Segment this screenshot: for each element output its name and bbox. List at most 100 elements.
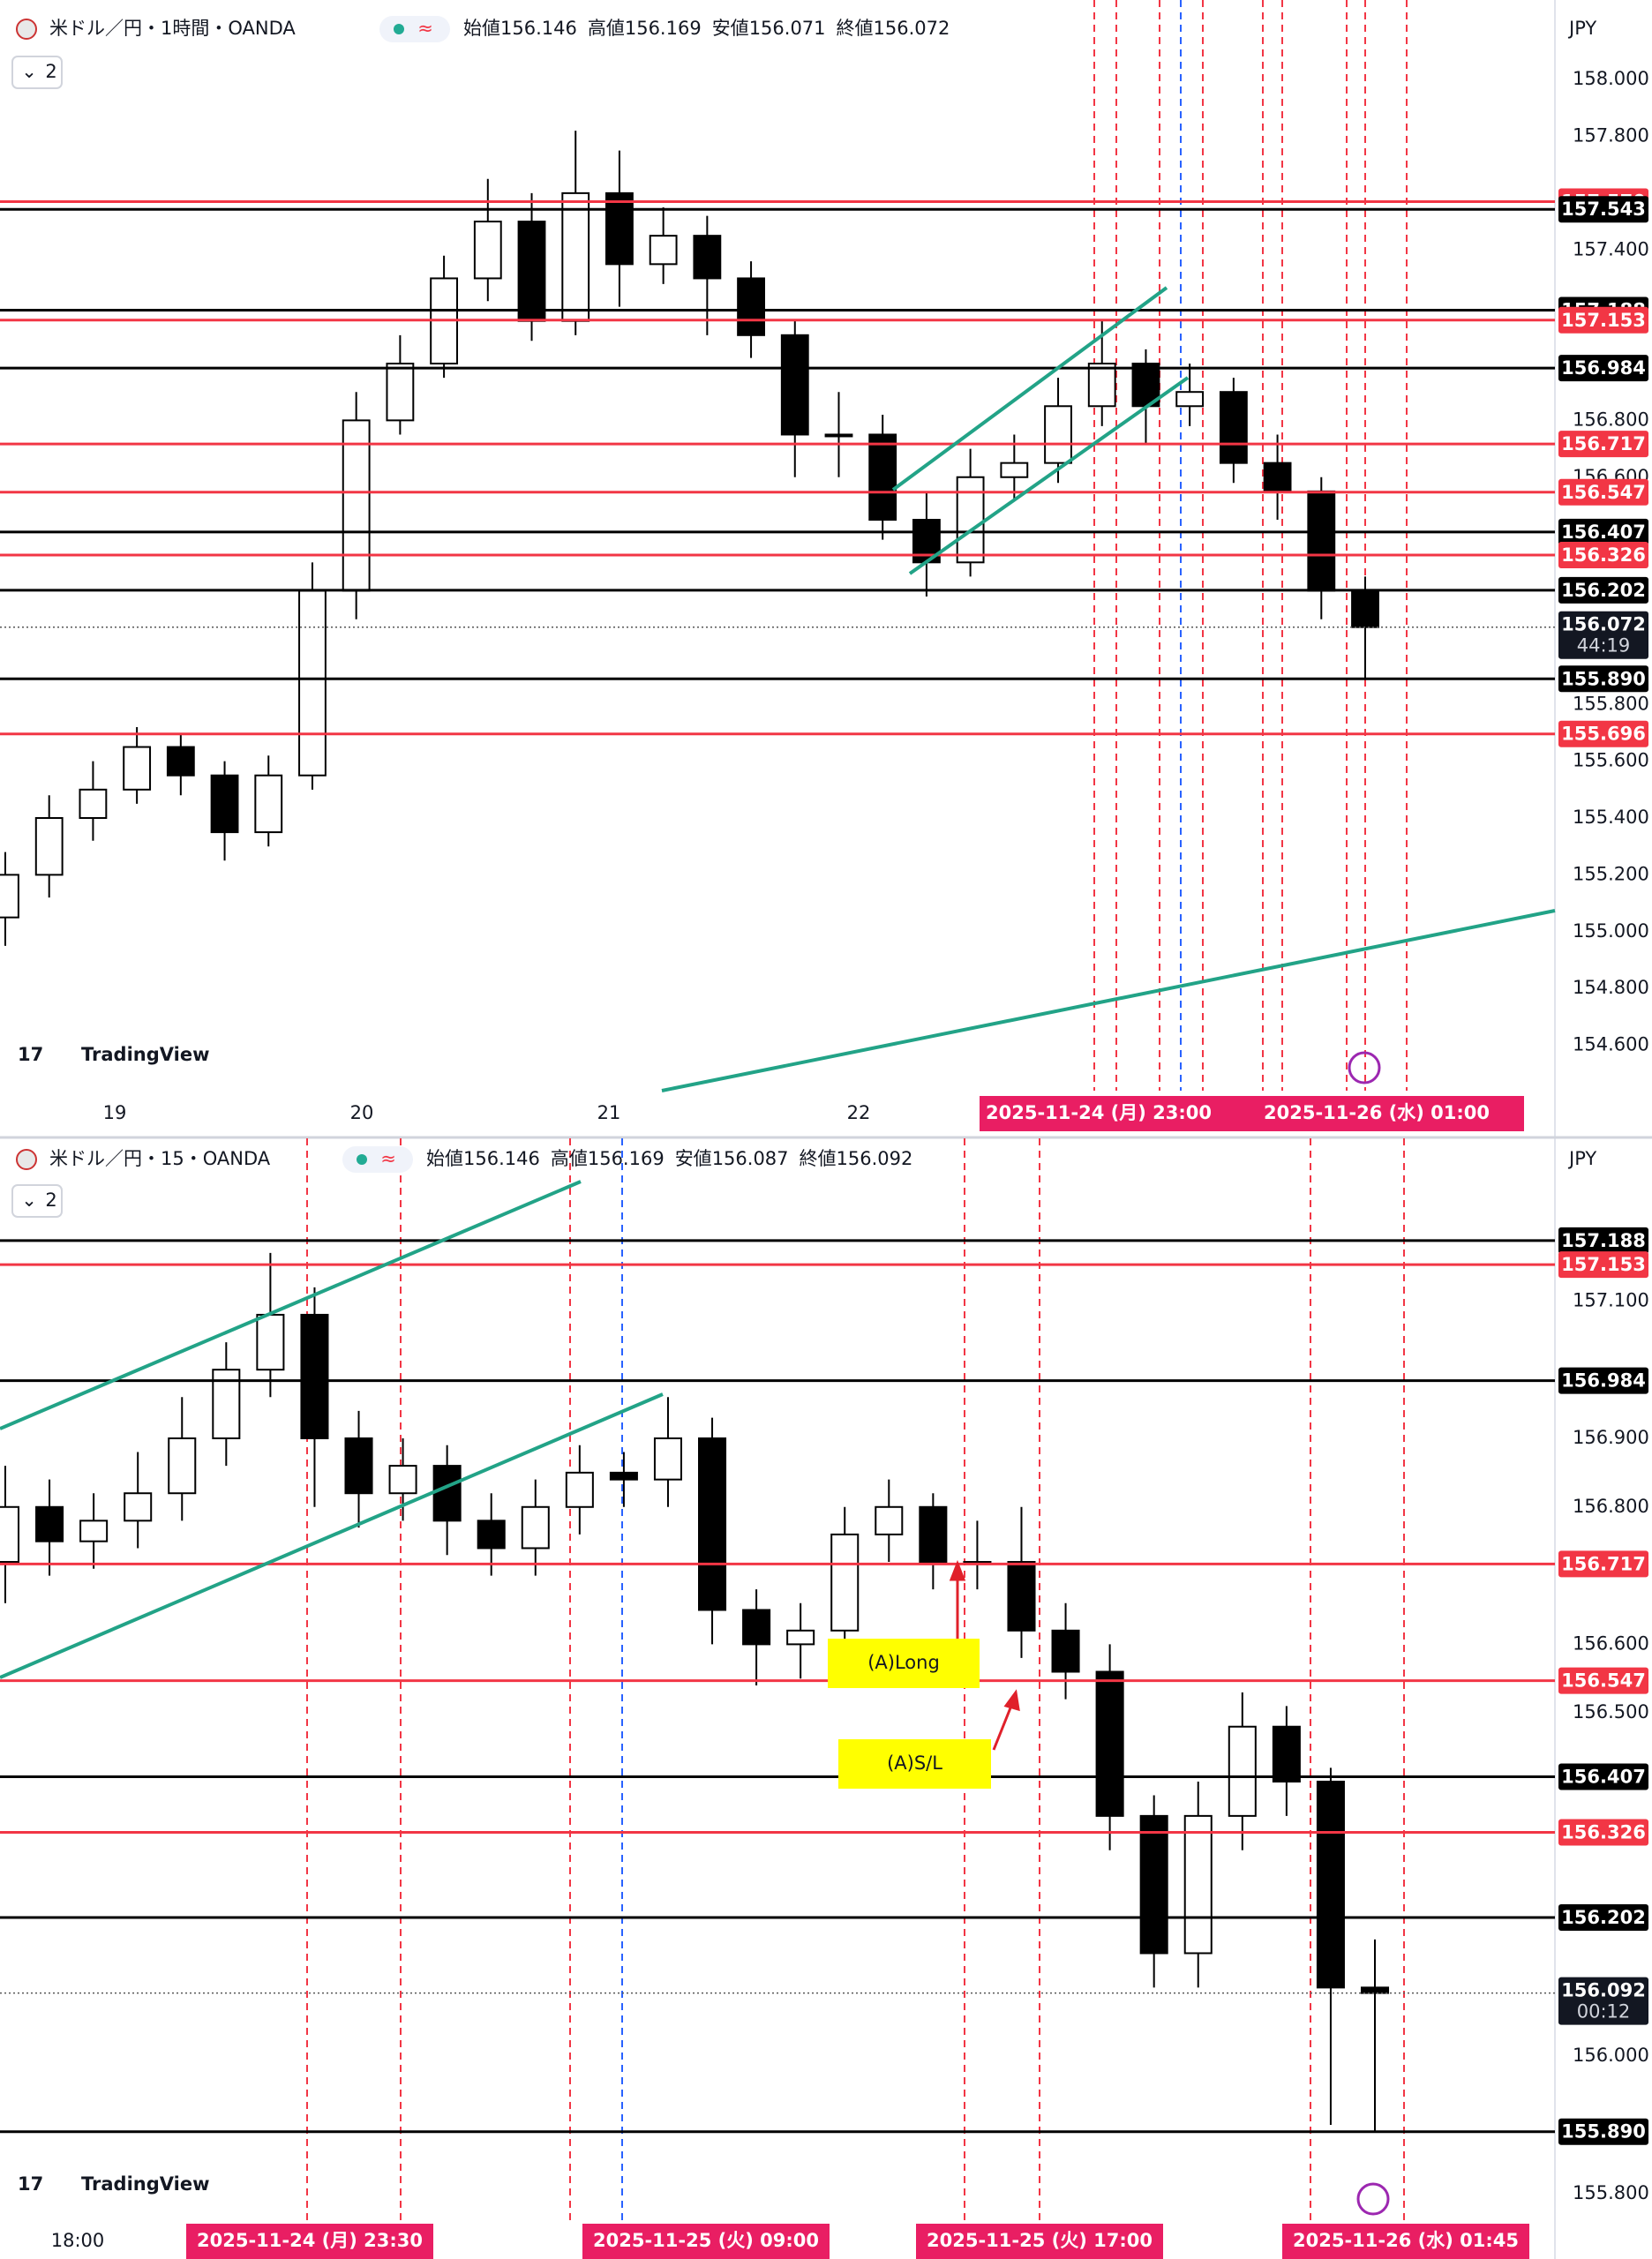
chart-title: 米ドル／円・1時間・OANDA: [49, 18, 296, 39]
y-tick-label: 154.800: [1573, 977, 1649, 998]
candle-body: [653, 1437, 682, 1481]
candle-body: [786, 1629, 815, 1646]
level-label-box: [1558, 431, 1648, 458]
level-label-box: [1558, 1667, 1648, 1694]
candle-body: [35, 1505, 64, 1542]
candle-body: [473, 221, 502, 280]
date-marker-box: [916, 2224, 1163, 2259]
quote-value: 156.169: [625, 18, 702, 39]
level-label-box: [1558, 1251, 1648, 1279]
brand-mark: 17: [18, 1044, 43, 1065]
status-icon: ≈: [380, 1148, 396, 1169]
candle-body: [693, 235, 722, 280]
candle-body: [1000, 462, 1029, 478]
status-dot: [394, 24, 404, 34]
level-label: 156.202: [1561, 1907, 1646, 1928]
level-label: 156.717: [1561, 1553, 1646, 1574]
level-label-box: [1558, 720, 1648, 747]
candle-body: [342, 419, 371, 592]
candle-body: [1272, 1725, 1301, 1782]
level-label: 155.890: [1561, 2121, 1646, 2143]
arrow-head: [1003, 1689, 1020, 1712]
quote-value: 156.071: [749, 18, 826, 39]
x-tick-label: 18:00: [51, 2230, 105, 2251]
legend-count: 2: [45, 1190, 56, 1211]
y-tick-label: 155.800: [1573, 693, 1649, 714]
legend-chevron: ⌄: [21, 1190, 37, 1211]
level-label: 156.547: [1561, 482, 1646, 503]
level-label-box: [1558, 1904, 1648, 1932]
date-marker: 2025-11-25 (火) 17:00: [927, 2230, 1153, 2251]
candle-body: [956, 476, 985, 564]
quote-name: 安値: [712, 18, 749, 39]
quote-name: 終値: [837, 18, 874, 39]
candle-body: [919, 1505, 948, 1564]
y-tick-label: 156.900: [1573, 1427, 1649, 1448]
annotation: (A)S/L: [887, 1752, 942, 1774]
candle-body: [79, 1520, 109, 1542]
countdown: 00:12: [1577, 2001, 1631, 2023]
level-label-box: [1558, 541, 1648, 568]
level-label: 156.326: [1561, 544, 1646, 566]
currency: JPY: [1567, 1148, 1596, 1169]
trend-line: [891, 286, 1168, 492]
candle-body: [298, 589, 327, 777]
level-label-box: [1558, 1367, 1648, 1394]
y-tick-label: 155.800: [1573, 2182, 1649, 2203]
level-label: 155.890: [1561, 668, 1646, 689]
quote-name: 安値: [675, 1148, 712, 1169]
level-label-box: [1558, 306, 1648, 334]
status-pill: [379, 16, 450, 42]
legend-toggle[interactable]: [11, 56, 63, 89]
level-label-box: [1558, 1227, 1648, 1254]
y-tick-label: 155.600: [1573, 750, 1649, 771]
level-label-box: [1558, 518, 1648, 545]
trend-line: [661, 909, 1556, 1092]
candle-body: [517, 221, 546, 322]
quote-name: 終値: [800, 1148, 837, 1169]
y-tick-label: 155.400: [1573, 807, 1649, 828]
x-tick-label: 21: [597, 1102, 621, 1123]
candle-body: [1095, 1670, 1124, 1817]
candle-body: [0, 874, 19, 919]
level-label-box: [1558, 576, 1648, 604]
level-label: 157.153: [1561, 310, 1646, 331]
level-label: 157.153: [1561, 1254, 1646, 1275]
countdown: 44:19: [1577, 635, 1631, 657]
date-marker: 2025-11-26 (水) 01:00: [1264, 1102, 1490, 1123]
candle-body: [477, 1520, 506, 1550]
date-marker: 2025-11-24 (月) 23:30: [197, 2230, 423, 2251]
candle-body: [824, 433, 853, 438]
y-tick-label: 157.400: [1573, 238, 1649, 259]
level-label: 156.326: [1561, 1822, 1646, 1843]
candle-body: [1316, 1780, 1345, 1989]
candle-body: [123, 746, 152, 791]
candle-body: [1087, 363, 1116, 408]
level-label: 157.188: [1561, 1230, 1646, 1251]
level-label-box: [1558, 196, 1648, 223]
level-label: 156.717: [1561, 433, 1646, 454]
level-label: 155.696: [1561, 724, 1646, 745]
quote-name: 始値: [463, 18, 500, 39]
candle-body: [830, 1533, 860, 1632]
level-label: 156.547: [1561, 1670, 1646, 1692]
legend-toggle[interactable]: [11, 1184, 63, 1218]
trend-lines: [0, 286, 1556, 1679]
x-tick-label: 22: [847, 1102, 871, 1123]
candle-body: [1228, 1725, 1257, 1817]
candle-body: [1351, 589, 1379, 628]
candle-body: [388, 1465, 417, 1495]
date-marker: 2025-11-24 (月) 23:00: [986, 1102, 1212, 1123]
date-marker: 2025-11-26 (水) 01:45: [1293, 2230, 1519, 2251]
quote-name: 始値: [426, 1148, 463, 1169]
candle-body: [561, 191, 590, 322]
level-label: 157.543: [1561, 199, 1646, 220]
alert-icon: [1348, 1051, 1381, 1084]
quote-value: 156.072: [874, 18, 950, 39]
candle-body: [875, 1505, 904, 1535]
x-tick-label: 20: [350, 1102, 374, 1123]
candle-body: [780, 334, 809, 436]
y-tick-label: 155.000: [1573, 920, 1649, 942]
symbol-flag: [16, 1149, 37, 1170]
date-marker-box: [186, 2224, 433, 2259]
